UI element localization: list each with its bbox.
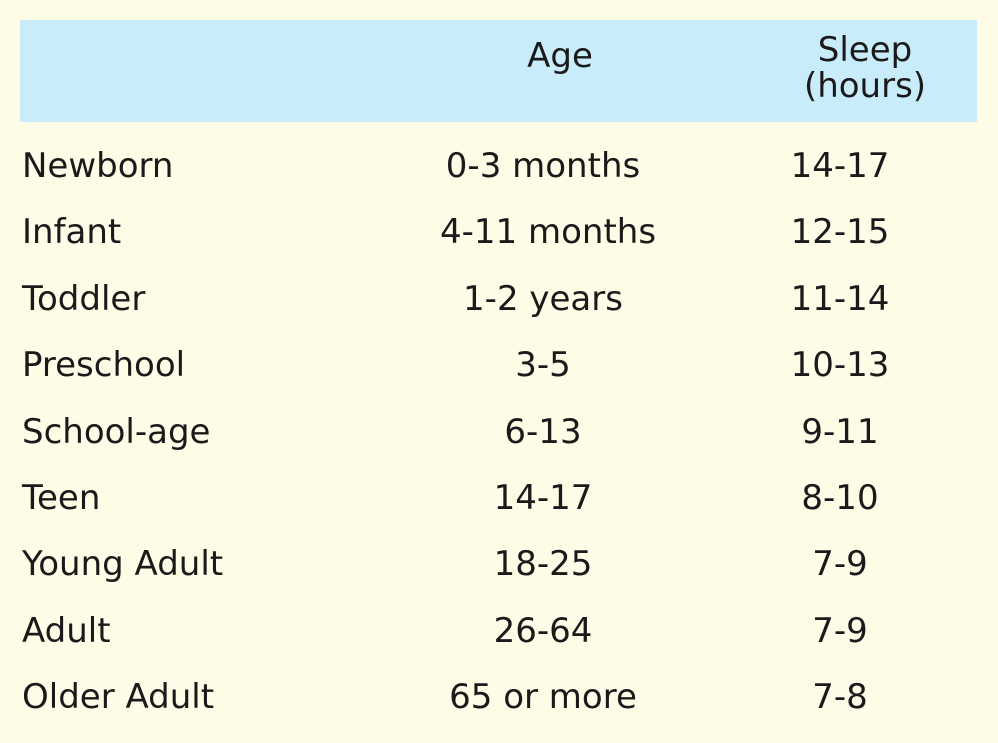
row-sleep-cell: 7-9 xyxy=(812,610,868,651)
row-age-cell: 3-5 xyxy=(515,345,571,386)
row-age-cell: 65 or more xyxy=(449,677,637,718)
row-sleep-cell: 7-8 xyxy=(812,677,868,718)
row-name-cell: School-age xyxy=(22,411,211,452)
row-name-cell: Adult xyxy=(22,610,111,651)
row-sleep-cell: 12-15 xyxy=(790,212,890,253)
row-age-cell: 4-11 months xyxy=(440,212,657,253)
table-row: Infant 4-11 months 12-15 xyxy=(0,199,998,265)
row-name-cell: Teen xyxy=(22,477,101,518)
table-row: Newborn 0-3 months 14-17 xyxy=(0,133,998,199)
row-name-cell: Newborn xyxy=(22,146,174,186)
row-age-cell: 6-13 xyxy=(504,411,582,452)
row-age-cell: 26-64 xyxy=(493,610,593,651)
table-body: Newborn 0-3 months 14-17 Infant 4-11 mon… xyxy=(0,133,998,731)
table-row: Toddler 1-2 years 11-14 xyxy=(0,266,998,332)
row-age-cell: 18-25 xyxy=(493,544,593,585)
column-header-sleep-line2: (hours) xyxy=(803,66,927,106)
row-name-cell: Infant xyxy=(22,212,122,253)
table-row: Teen 14-17 8-10 xyxy=(0,465,998,531)
row-sleep-cell: 9-11 xyxy=(801,411,879,452)
row-age-cell: 0-3 months xyxy=(445,146,641,186)
table-row: Young Adult 18-25 7-9 xyxy=(0,531,998,597)
row-name-cell: Toddler xyxy=(22,278,146,319)
table-header: Age Sleep (hours) xyxy=(20,20,977,122)
table-row: Preschool 3-5 10-13 xyxy=(0,332,998,398)
row-sleep-cell: 8-10 xyxy=(801,477,879,518)
column-header-sleep: Sleep (hours) xyxy=(765,32,965,104)
table-row: School-age 6-13 9-11 xyxy=(0,399,998,465)
table-row: Older Adult 65 or more 7-8 xyxy=(0,664,998,730)
row-name-cell: Preschool xyxy=(22,345,186,386)
column-header-sleep-line1: Sleep xyxy=(817,30,913,70)
row-sleep-cell: 11-14 xyxy=(790,278,890,319)
row-sleep-cell: 10-13 xyxy=(790,345,890,386)
row-name-cell: Young Adult xyxy=(22,544,224,585)
row-name-cell: Older Adult xyxy=(22,677,215,718)
row-age-cell: 1-2 years xyxy=(463,278,623,319)
column-header-age: Age xyxy=(527,36,593,76)
table-row: Adult 26-64 7-9 xyxy=(0,598,998,664)
row-sleep-cell: 7-9 xyxy=(812,544,868,585)
row-sleep-cell: 14-17 xyxy=(790,146,890,186)
row-age-cell: 14-17 xyxy=(493,477,593,518)
